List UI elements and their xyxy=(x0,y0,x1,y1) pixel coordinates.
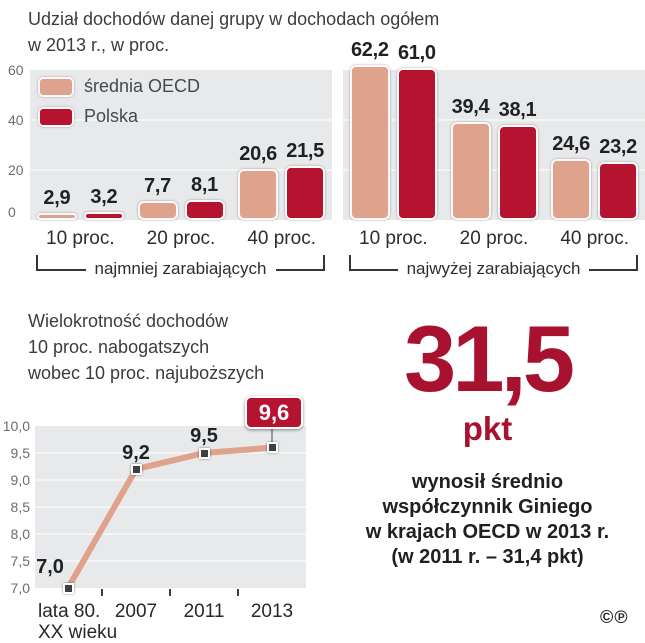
legend-item-polska: Polska xyxy=(38,106,138,127)
bracket-line-left xyxy=(349,255,398,271)
bracket-label: najwyżej zarabiających xyxy=(406,259,581,278)
bar-srednia-oecd xyxy=(551,158,592,220)
bar-srednia-oecd xyxy=(36,212,77,220)
y-tick-label: 10,0 xyxy=(2,418,30,434)
bar-polska xyxy=(83,212,124,220)
category-label: 20 proc. xyxy=(459,228,529,249)
y-tick-label: 9,0 xyxy=(10,472,30,488)
copyright-marks: ©℗ xyxy=(600,607,629,627)
bracket-line-left xyxy=(36,255,86,271)
legend-label-oecd: średnia OECD xyxy=(84,76,201,96)
bar-value-label: 7,7 xyxy=(144,174,171,197)
grid-line xyxy=(35,506,306,508)
y-tick-label: 20 xyxy=(8,162,24,178)
y-tick-label: 40 xyxy=(8,112,24,128)
bar-srednia-oecd xyxy=(450,121,491,220)
gini-callout: 31,5 pkt wynosił średnio współczynnik Gi… xyxy=(330,298,645,570)
bar-value-label: 2,9 xyxy=(43,186,71,209)
bracket-label: najmniej zarabiających xyxy=(94,259,267,278)
line-chart-title: Wielokrotność dochodów 10 proc. nabogats… xyxy=(28,311,265,383)
point-value-label: 9,2 xyxy=(122,442,150,465)
group-bracket: najwyżej zarabiających xyxy=(349,255,638,279)
y-tick-label: 0 xyxy=(8,204,16,220)
bar-polska xyxy=(184,199,225,220)
grid-line xyxy=(343,119,645,121)
bar-value-label: 8,1 xyxy=(191,173,218,196)
gini-description: wynosił średnio współczynnik Giniego w k… xyxy=(365,471,610,568)
x-tick-label: 2013 xyxy=(250,601,294,622)
x-tick-label: 2007 xyxy=(114,601,158,622)
bar-value-label: 38,1 xyxy=(498,98,537,121)
bar-polska xyxy=(497,124,538,220)
grid-line xyxy=(30,119,332,121)
legend-label-polska: Polska xyxy=(84,106,139,126)
bar-value-label: 23,2 xyxy=(599,136,638,158)
income-share-bar-chart: 0 20 40 60 2,9 3,2 10 proc. 7,7 8,1 20 proc. 20,6 2… xyxy=(0,0,645,300)
bar-polska xyxy=(396,67,437,220)
bar-value-label: 62,2 xyxy=(350,38,389,61)
grid-line xyxy=(343,169,645,171)
category-label: 10 proc. xyxy=(46,228,115,249)
grid-line xyxy=(35,533,306,535)
gini-value: 31,5 xyxy=(404,306,575,411)
line-point xyxy=(62,582,74,594)
y-tick-label: 8,5 xyxy=(10,499,30,515)
legend-item-oecd: średnia OECD xyxy=(38,76,200,97)
bar-srednia-oecd xyxy=(137,200,178,220)
x-separator-tick xyxy=(169,589,171,596)
bar-srednia-oecd xyxy=(349,64,390,220)
y-tick-label: 60 xyxy=(8,62,24,78)
y-tick-label: 7,5 xyxy=(10,553,30,569)
category-label: 40 proc. xyxy=(247,228,316,249)
line-point xyxy=(198,447,210,459)
grid-line xyxy=(35,452,306,454)
grid-line xyxy=(35,479,306,481)
bar-polska xyxy=(285,166,326,220)
gini-unit: pkt xyxy=(462,410,513,447)
bracket-line-right xyxy=(589,255,638,271)
point-value-label: 9,5 xyxy=(190,425,218,447)
value-badge: 9,6 xyxy=(245,396,303,429)
bar-polska xyxy=(598,162,639,220)
point-value-label: 7,0 xyxy=(36,556,64,578)
bar-value-label: 3,2 xyxy=(90,186,118,208)
group-bracket: najmniej zarabiających xyxy=(36,255,326,279)
category-label: 40 proc. xyxy=(560,228,629,249)
y-tick-label: 9,5 xyxy=(10,445,30,461)
bar-chart-title: Udział dochodów danej grupy w dochodach … xyxy=(28,9,440,55)
x-separator-tick xyxy=(101,589,103,596)
badge-connector xyxy=(271,428,273,448)
bracket-line-right xyxy=(275,255,326,271)
bar-value-label: 61,0 xyxy=(397,41,436,64)
bar-value-label: 24,6 xyxy=(552,132,591,155)
bar-value-label: 20,6 xyxy=(239,142,278,165)
category-label: 20 proc. xyxy=(146,228,216,249)
plot-panel xyxy=(343,70,645,220)
line-point xyxy=(130,463,142,475)
x-separator-tick xyxy=(237,589,239,596)
grid-line xyxy=(30,169,332,171)
y-tick-label: 8,0 xyxy=(10,526,30,542)
bar-srednia-oecd xyxy=(238,168,279,220)
legend-swatch-polska xyxy=(38,106,74,127)
line-point xyxy=(266,442,278,454)
bar-value-label: 39,4 xyxy=(451,95,490,118)
bar-value-label: 21,5 xyxy=(286,140,325,163)
y-tick-label: 7,0 xyxy=(10,580,30,596)
x-tick-label: lata 80. XX wieku xyxy=(38,601,118,643)
category-label: 10 proc. xyxy=(359,228,428,249)
legend-swatch-oecd xyxy=(38,76,74,97)
plot-panel xyxy=(30,70,332,220)
x-tick-label: 2011 xyxy=(183,601,225,622)
